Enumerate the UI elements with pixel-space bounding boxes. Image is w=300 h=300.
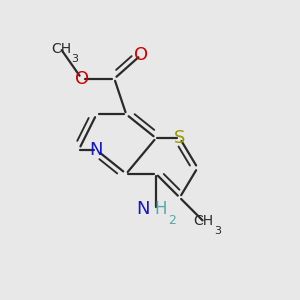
Text: CH: CH [194, 214, 214, 228]
Text: 2: 2 [168, 214, 176, 227]
Text: S: S [174, 129, 185, 147]
Text: H: H [154, 200, 167, 218]
Text: N: N [136, 200, 150, 218]
Text: N: N [90, 141, 103, 159]
Text: O: O [134, 46, 148, 64]
Text: O: O [75, 70, 89, 88]
Text: 3: 3 [214, 226, 221, 236]
Text: 3: 3 [72, 54, 79, 64]
Text: CH: CH [51, 42, 71, 56]
